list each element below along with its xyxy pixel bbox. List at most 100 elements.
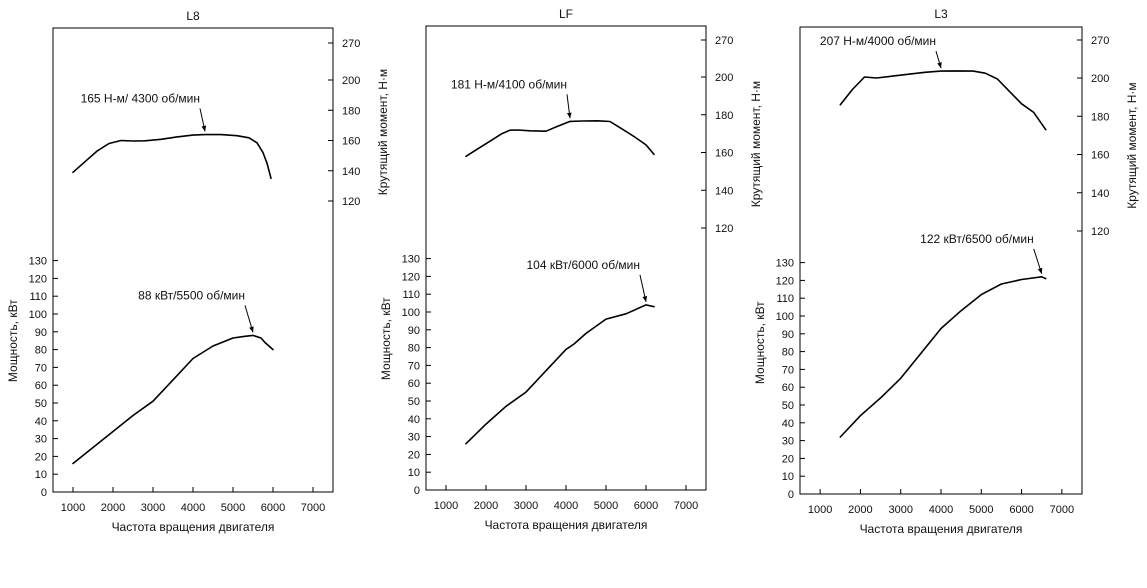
- y-left-tick-label: 0: [414, 485, 420, 497]
- y-left-tick-label: 80: [782, 347, 794, 359]
- y-left-tick-label: 30: [35, 434, 47, 446]
- y-right-tick-label: 120: [715, 223, 733, 235]
- y-left-tick-label: 110: [776, 293, 794, 305]
- y-left-tick-label: 100: [402, 307, 420, 319]
- y-left-tick-label: 0: [788, 489, 794, 501]
- y-left-tick-label: 130: [29, 256, 47, 268]
- x-tick-label: 1000: [808, 504, 832, 516]
- chart-title: L8: [186, 9, 200, 23]
- y-right-tick-label: 270: [715, 35, 733, 47]
- y-left-tick-label: 70: [782, 364, 794, 376]
- power-curve-line: [72, 334, 274, 465]
- y-left-tick-label: 30: [782, 436, 794, 448]
- x-tick-label: 3000: [514, 500, 538, 512]
- y-left-tick-label: 50: [408, 396, 420, 408]
- x-tick-label: 5000: [969, 504, 993, 516]
- y-right-tick-label: 160: [715, 148, 733, 160]
- y-right-tick-label: 120: [342, 196, 360, 208]
- x-tick-label: 3000: [141, 502, 165, 514]
- y-left-tick-label: 60: [35, 380, 47, 392]
- torque-curve-line: [839, 70, 1047, 131]
- y-left-tick-label: 90: [408, 325, 420, 337]
- x-tick-label: 6000: [261, 502, 285, 514]
- y-left-tick-label: 110: [402, 289, 420, 301]
- y-left-tick-label: 100: [776, 311, 794, 323]
- y-left-tick-label: 100: [29, 309, 47, 321]
- x-tick-label: 4000: [929, 504, 953, 516]
- x-tick-label: 3000: [888, 504, 912, 516]
- x-tick-label: 7000: [1050, 504, 1074, 516]
- annotation-arrowhead: [566, 112, 572, 119]
- y-right-tick-label: 200: [342, 75, 360, 87]
- y-left-tick-label: 110: [29, 291, 47, 303]
- y-right-tick-label: 140: [342, 166, 360, 178]
- y-right-tick-label: 180: [1091, 111, 1109, 123]
- y-right-tick-label: 120: [1091, 226, 1109, 238]
- y-right-axis-label: Крутящий момент, Н·м: [376, 69, 390, 195]
- y-left-axis-label: Мощность, кВт: [753, 301, 767, 384]
- x-tick-label: 1000: [61, 502, 85, 514]
- y-left-tick-label: 90: [782, 329, 794, 341]
- y-left-tick-label: 60: [408, 378, 420, 390]
- annotation-arrowhead: [249, 326, 254, 333]
- torque-curve-line: [465, 120, 655, 158]
- y-left-tick-label: 10: [408, 467, 420, 479]
- y-right-tick-label: 200: [1091, 73, 1109, 85]
- y-left-tick-label: 130: [402, 254, 420, 266]
- power-curve-line: [465, 304, 655, 445]
- x-axis-label: Частота вращения двигателя: [485, 518, 648, 532]
- y-left-tick-label: 10: [782, 471, 794, 483]
- x-tick-label: 6000: [1009, 504, 1033, 516]
- annotation-label: 181 Н-м/4100 об/мин: [451, 77, 567, 91]
- power-curve-line: [839, 276, 1047, 438]
- y-left-tick-label: 80: [35, 345, 47, 357]
- y-left-tick-label: 130: [776, 258, 794, 270]
- chart-title: LF: [559, 7, 573, 21]
- y-left-tick-label: 120: [29, 273, 47, 285]
- x-axis-label: Частота вращения двигателя: [860, 522, 1023, 536]
- y-left-tick-label: 0: [41, 487, 47, 499]
- y-left-tick-label: 50: [35, 398, 47, 410]
- annotation-label: 122 кВт/6500 об/мин: [920, 232, 1034, 246]
- x-tick-label: 5000: [594, 500, 618, 512]
- y-right-tick-label: 160: [1091, 150, 1109, 162]
- y-left-tick-label: 120: [402, 271, 420, 283]
- x-tick-label: 2000: [848, 504, 872, 516]
- y-right-tick-label: 180: [342, 105, 360, 117]
- y-left-tick-label: 20: [35, 451, 47, 463]
- y-left-tick-label: 40: [782, 418, 794, 430]
- annotation-label: 88 кВт/5500 об/мин: [138, 288, 245, 302]
- y-right-tick-label: 180: [715, 110, 733, 122]
- y-left-tick-label: 60: [782, 382, 794, 394]
- y-left-tick-label: 90: [35, 327, 47, 339]
- plot-frame: [799, 26, 1083, 495]
- y-right-tick-label: 160: [342, 136, 360, 148]
- y-left-tick-label: 120: [776, 275, 794, 287]
- y-left-axis-label: Мощность, кВт: [6, 299, 20, 382]
- x-axis-label: Частота вращения двигателя: [112, 520, 275, 534]
- annotation-arrowhead: [1037, 267, 1043, 274]
- y-left-tick-label: 20: [408, 449, 420, 461]
- x-tick-label: 1000: [434, 500, 458, 512]
- annotation-arrowhead: [201, 125, 207, 132]
- y-right-tick-label: 270: [1091, 35, 1109, 47]
- y-left-tick-label: 20: [782, 453, 794, 465]
- y-right-axis-label: Крутящий момент, Н·м: [1125, 82, 1139, 208]
- annotation-label: 104 кВт/6000 об/мин: [526, 258, 640, 272]
- torque-curve-line: [72, 133, 272, 180]
- y-left-tick-label: 70: [35, 362, 47, 374]
- y-right-tick-label: 140: [1091, 188, 1109, 200]
- x-tick-label: 7000: [301, 502, 325, 514]
- annotation-label: 165 Н-м/ 4300 об/мин: [81, 91, 200, 105]
- x-tick-label: 5000: [221, 502, 245, 514]
- y-left-tick-label: 40: [35, 416, 47, 428]
- x-tick-label: 7000: [674, 500, 698, 512]
- y-left-tick-label: 40: [408, 414, 420, 426]
- y-left-tick-label: 70: [408, 360, 420, 372]
- x-tick-label: 2000: [101, 502, 125, 514]
- annotation-label: 207 Н-м/4000 об/мин: [820, 34, 936, 48]
